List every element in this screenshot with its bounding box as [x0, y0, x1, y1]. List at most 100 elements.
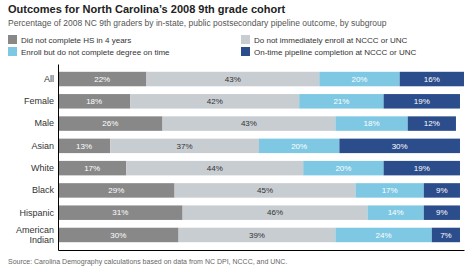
data-label: 37%	[177, 142, 193, 151]
data-label: 31%	[112, 208, 128, 217]
data-label: 7%	[440, 231, 452, 240]
legend-swatch	[8, 35, 17, 44]
tick-label: Black	[32, 185, 55, 195]
data-label: 18%	[86, 97, 102, 106]
data-label: 17%	[382, 186, 398, 195]
x-axis	[59, 250, 465, 251]
plot: 22%18%26%13%17%29%31%30%43%42%43%37%44%4…	[16, 65, 465, 251]
bar	[368, 205, 424, 219]
data-label: 19%	[414, 97, 430, 106]
tick: Male	[34, 118, 58, 128]
bar	[179, 228, 336, 242]
bar	[319, 72, 399, 86]
title: Outcomes for North Carolina’s 2008 9th g…	[8, 3, 285, 15]
legend: Did not complete HS in 4 years Do not imm…	[8, 35, 417, 57]
bar	[146, 72, 319, 86]
data-label: 20%	[335, 164, 351, 173]
data-label: 20%	[291, 142, 307, 151]
bar	[384, 94, 460, 108]
bar	[339, 139, 460, 153]
data-label: 14%	[388, 208, 404, 217]
bar	[424, 205, 460, 219]
legend-item: Enroll but do not complete degree on tim…	[8, 47, 170, 57]
legend-label: Do not immediately enroll at NCCC or UNC	[254, 36, 408, 45]
data-label: 19%	[414, 164, 430, 173]
data-label: 16%	[424, 75, 440, 84]
subtitle: Percentage of 2008 NC 9th graders by in-…	[8, 18, 387, 28]
bar	[110, 139, 259, 153]
data-label: 44%	[207, 164, 223, 173]
bar	[335, 116, 407, 130]
bar	[432, 228, 460, 242]
bar	[126, 161, 303, 175]
legend-label: Enroll but do not complete degree on tim…	[21, 48, 170, 57]
bars	[58, 72, 464, 242]
tick-label: All	[44, 74, 54, 84]
data-label: 30%	[110, 231, 126, 240]
legend-item: Did not complete HS in 4 years	[8, 35, 131, 45]
y-axis: All Female Male Asian White Black Hispanic Amer…	[16, 65, 59, 251]
bar	[335, 228, 431, 242]
bar	[303, 161, 383, 175]
data-label: 9%	[436, 186, 448, 195]
tick: White	[31, 163, 58, 173]
data-label: 39%	[249, 231, 265, 240]
data-label: 43%	[225, 75, 241, 84]
legend-label: Did not complete HS in 4 years	[21, 36, 131, 45]
tick-label: Hispanic	[19, 208, 54, 218]
data-label: 46%	[267, 208, 283, 217]
bar	[58, 116, 163, 130]
data-label: 18%	[364, 119, 380, 128]
legend-swatch	[8, 47, 17, 56]
bar	[130, 94, 299, 108]
y-axis-line	[58, 65, 59, 251]
bar	[424, 183, 460, 197]
bar	[408, 116, 456, 130]
data-label: 22%	[94, 75, 110, 84]
bar	[384, 161, 460, 175]
tick-label: Asian	[31, 141, 54, 151]
data-label: 29%	[108, 186, 124, 195]
legend-item: On-time pipeline completion at NCCC or U…	[241, 47, 417, 57]
tick: Hispanic	[19, 208, 58, 218]
tick-label: White	[31, 163, 54, 173]
data-labels: 22%18%26%13%17%29%31%30%43%42%43%37%44%4…	[76, 75, 452, 240]
bar	[163, 116, 336, 130]
legend-item: Do not immediately enroll at NCCC or UNC	[241, 35, 408, 45]
data-label: 42%	[207, 97, 223, 106]
tick: AmericanIndian	[16, 225, 58, 245]
data-label: 12%	[424, 119, 440, 128]
data-label: 24%	[376, 231, 392, 240]
tick-label: AmericanIndian	[16, 225, 54, 245]
data-label: 9%	[436, 208, 448, 217]
bar	[183, 205, 368, 219]
tick-label: Female	[24, 96, 54, 106]
series	[339, 72, 464, 242]
x-axis-line	[59, 250, 465, 251]
data-label: 45%	[257, 186, 273, 195]
tick: Black	[32, 185, 58, 195]
data-label: 26%	[102, 119, 118, 128]
data-label: 21%	[333, 97, 349, 106]
bar	[58, 161, 126, 175]
bar	[58, 183, 175, 197]
tick: All	[44, 74, 58, 84]
data-label: 20%	[351, 75, 367, 84]
legend-label: On-time pipeline completion at NCCC or U…	[254, 48, 417, 57]
bar	[58, 72, 146, 86]
bar	[58, 94, 130, 108]
chart: Outcomes for North Carolina’s 2008 9th g…	[0, 0, 474, 268]
bar	[58, 205, 183, 219]
bar	[299, 94, 383, 108]
bar	[58, 139, 110, 153]
tick-label: Male	[34, 118, 54, 128]
bar	[355, 183, 423, 197]
data-label: 17%	[84, 164, 100, 173]
data-label: 30%	[392, 142, 408, 151]
tick: Asian	[31, 141, 58, 151]
bar	[58, 228, 179, 242]
bar	[175, 183, 356, 197]
legend-swatch	[241, 47, 250, 56]
bar	[400, 72, 464, 86]
source-note: Source: Carolina Demography calculations…	[8, 258, 287, 266]
